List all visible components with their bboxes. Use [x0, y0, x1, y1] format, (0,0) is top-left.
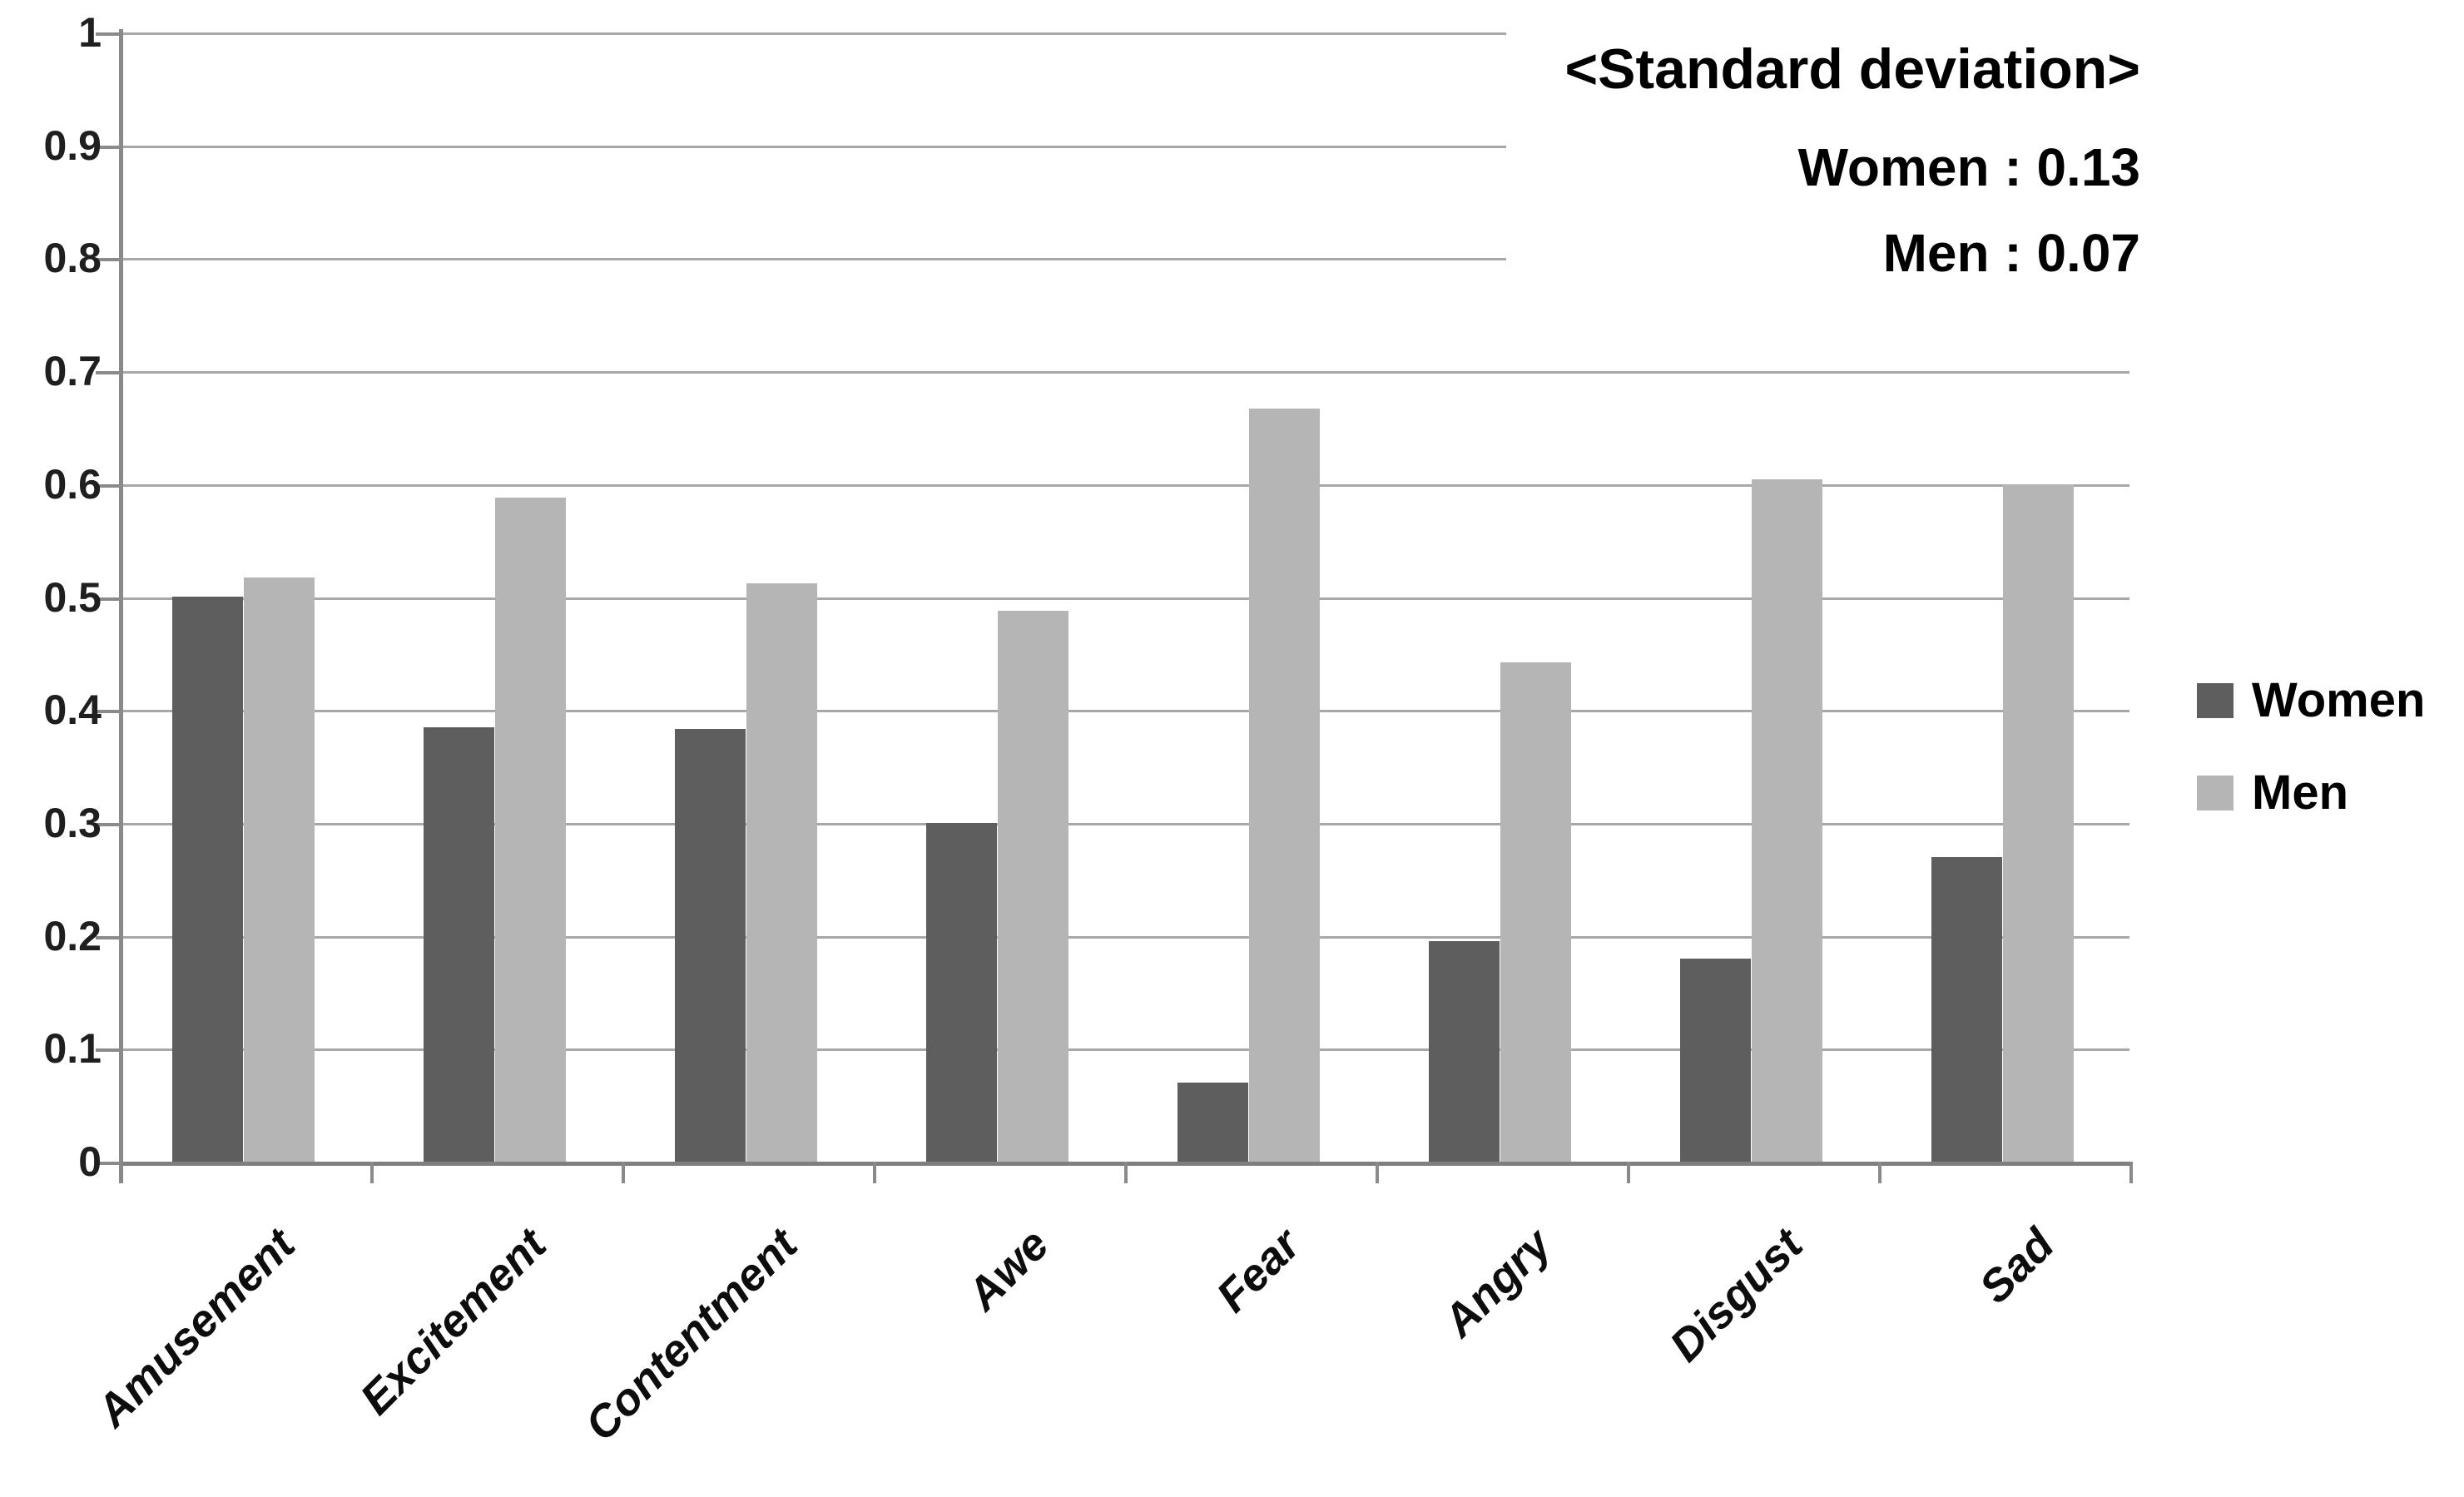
y-axis-tick: [96, 1162, 122, 1165]
x-axis-category-label: Amusement: [87, 1219, 305, 1437]
bar-men-awe: [998, 611, 1068, 1162]
y-axis-tick: [96, 32, 122, 36]
gridline-0.9: [119, 145, 1506, 148]
y-axis-tick-label: 0.8: [43, 235, 102, 282]
y-axis-tick-label: 0.4: [43, 687, 102, 734]
bar-women-disgust: [1680, 959, 1751, 1162]
standard-deviation-annotation: <Standard deviation> Women : 0.13 Men : …: [1564, 37, 2140, 295]
x-axis-tick: [2129, 1162, 2133, 1183]
x-axis-tick: [370, 1162, 374, 1183]
y-axis-tick: [96, 822, 122, 826]
bar-women-sad: [1931, 857, 2002, 1162]
y-axis-line: [119, 29, 123, 1183]
legend-item-women: Women: [2197, 672, 2425, 728]
bar-men-contentment: [746, 583, 817, 1162]
bar-women-fear: [1177, 1083, 1248, 1162]
x-axis-tick: [1124, 1162, 1128, 1183]
bar-women-amusement: [172, 597, 243, 1162]
x-axis-tick: [119, 1162, 122, 1183]
bar-men-sad: [2003, 484, 2074, 1162]
gridline-0.4: [119, 710, 2129, 713]
gridline-0.3: [119, 822, 2129, 825]
annotation-women-sd: Women : 0.13: [1797, 137, 2140, 198]
legend-label: Men: [2252, 766, 2348, 820]
gridline-0.5: [119, 597, 2129, 600]
y-axis-tick: [96, 258, 122, 262]
x-axis-category-label: Excitement: [350, 1219, 556, 1425]
y-axis-tick-label: 0: [78, 1138, 102, 1185]
gridline-0.8: [119, 258, 1506, 261]
annotation-title: <Standard deviation>: [1564, 37, 2140, 101]
gridline-0.6: [119, 483, 2129, 487]
y-axis-tick-label: 1: [78, 9, 102, 56]
bar-men-amusement: [244, 577, 315, 1162]
x-axis-category-label: Fear: [1207, 1219, 1310, 1322]
y-axis-tick: [96, 371, 122, 375]
y-axis-tick: [96, 1048, 122, 1053]
y-axis-tick-label: 0.9: [43, 121, 102, 169]
bar-women-excitement: [424, 727, 494, 1162]
x-axis-tick: [1878, 1162, 1881, 1183]
y-axis-tick-label: 0.3: [43, 799, 102, 846]
y-axis-tick: [96, 145, 122, 149]
y-axis-tick-label: 0.5: [43, 573, 102, 621]
annotation-men-sd: Men : 0.07: [1882, 222, 2140, 283]
y-axis-tick-label: 0.6: [43, 460, 102, 508]
legend-swatch-women: [2197, 682, 2233, 718]
bar-women-angry: [1429, 941, 1500, 1162]
legend-label: Women: [2252, 673, 2426, 727]
x-axis-tick: [873, 1162, 876, 1183]
x-axis-category-label: Awe: [957, 1219, 1058, 1321]
gridline-0.1: [119, 1048, 2129, 1052]
x-axis-category-label: Disgust: [1660, 1219, 1812, 1371]
x-axis-tick: [1376, 1162, 1379, 1183]
legend: Women Men: [2197, 672, 2425, 857]
y-axis-tick-label: 0.7: [43, 348, 102, 395]
x-axis-tick: [1627, 1162, 1630, 1183]
x-axis-category-label: Angry: [1433, 1219, 1561, 1347]
bar-women-contentment: [675, 729, 746, 1162]
bar-men-excitement: [495, 498, 566, 1162]
y-axis-tick: [96, 483, 122, 488]
bar-men-fear: [1249, 409, 1320, 1162]
x-axis-tick: [622, 1162, 625, 1183]
gridline-1: [119, 32, 1506, 35]
y-axis-tick: [96, 710, 122, 714]
legend-item-men: Men: [2197, 765, 2425, 820]
x-axis-category-label: Contentment: [575, 1219, 807, 1451]
legend-swatch-men: [2197, 775, 2233, 810]
x-axis-category-label: Sad: [1970, 1219, 2064, 1313]
y-axis-tick: [96, 935, 122, 939]
gridline-0.7: [119, 371, 2129, 374]
bar-men-disgust: [1752, 479, 1822, 1162]
bar-women-awe: [926, 823, 997, 1162]
y-axis-tick-label: 0.1: [43, 1025, 102, 1073]
gridline-0.2: [119, 935, 2129, 939]
y-axis-tick-label: 0.2: [43, 912, 102, 959]
bar-men-angry: [1500, 662, 1571, 1162]
y-axis-tick: [96, 597, 122, 601]
